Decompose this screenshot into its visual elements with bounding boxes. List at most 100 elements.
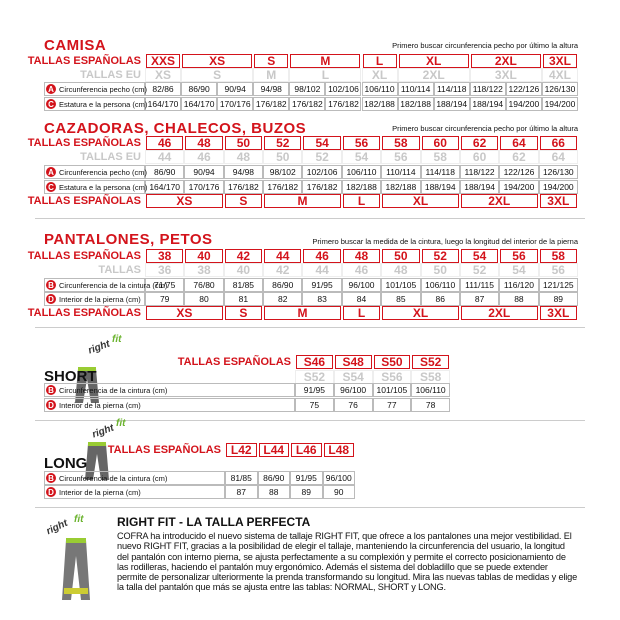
size-cell: 52 [264,136,302,150]
table-cell: 170/176 [217,97,254,111]
size-cell: M [290,54,361,68]
table-cell: 126/130 [538,165,578,179]
size-cell: 60 [459,150,500,164]
size-cell: 62 [499,150,539,164]
table-cell: 91/95 [302,278,342,292]
size-cell: 42 [263,263,303,277]
table-cell: 110/114 [397,82,434,96]
row-label: Estatura e la persona (cm) [59,183,148,192]
size-cell: 56 [381,150,421,164]
row-label: TALLAS ESPAÑOLAS [27,55,141,67]
size-cell: S58 [411,370,450,384]
size-cell: 4XL [541,68,578,82]
row-label: TALLAS ESPAÑOLAS [27,195,141,207]
row-label-box [44,165,145,179]
size-cell: XL [398,54,469,68]
logo-text: right [86,338,112,357]
table-cell: 126/130 [541,82,578,96]
table-cell: 110/114 [381,165,421,179]
row-marker: A [46,167,56,177]
table-cell: 76/80 [184,278,224,292]
rightfit-title: RIGHT FIT - LA TALLA PERFECTA [117,515,311,529]
table-cell: 86/90 [145,165,185,179]
size-cell: 3XL [539,306,577,320]
size-cell: S [254,54,289,68]
row-label-box [44,383,295,397]
table-cell: 194/200 [499,180,539,194]
row-label-box [44,278,145,292]
size-cell: 48 [185,136,223,150]
size-cell: M [253,68,290,82]
section-title: CAZADORAS, CHALECOS, BUZOS [44,120,307,137]
size-cell: 38 [146,249,184,263]
table-cell: 78 [411,398,450,412]
row-label: TALLAS EU [80,151,141,163]
size-cell: 44 [302,263,342,277]
size-cell: 58 [539,249,577,263]
table-cell: 90 [322,485,355,499]
size-cell: 2XL [470,54,541,68]
row-label: Interior de la pierna (cm) [59,488,141,497]
size-cell: 44 [264,249,302,263]
size-cell: L46 [291,443,322,457]
size-cell: 52 [302,150,342,164]
size-cell: 54 [341,150,382,164]
size-cell: 50 [382,249,420,263]
table-cell: 94/98 [253,82,290,96]
row-label: TALLAS ESPAÑOLAS [27,307,141,319]
size-cell: 52 [421,249,459,263]
row-label: Circunferencia de la cintura (cm) [59,281,168,290]
table-cell: 170/176 [184,180,224,194]
size-cell: 3XL [469,68,542,82]
size-cell: XL [382,306,459,320]
size-cell: S52 [412,355,449,369]
size-cell: 52 [459,263,500,277]
size-cell: S [224,194,263,208]
table-cell: 188/194 [420,180,460,194]
size-cell: XL [361,68,398,82]
table-cell: 84 [341,292,382,306]
table-cell: 111/115 [459,278,500,292]
size-cell: L [362,54,397,68]
section-note: Primero buscar circunferencia pecho por … [392,41,578,50]
size-cell: 48 [223,150,264,164]
table-cell: 118/122 [469,82,506,96]
table-cell: 81/85 [223,278,264,292]
table-cell: 106/110 [420,278,460,292]
table-cell: 83 [302,292,342,306]
table-cell: 89 [538,292,578,306]
separator [35,507,585,508]
table-cell: 176/182 [302,180,342,194]
row-marker: C [46,99,56,109]
table-cell: 182/188 [381,180,421,194]
row-marker: B [46,473,56,483]
size-cell: 48 [381,263,421,277]
row-marker: C [46,182,56,192]
table-cell: 182/188 [361,97,398,111]
table-cell: 98/102 [289,82,326,96]
size-cell: 48 [342,249,381,263]
row-label: Circunferencia pecho (cm) [59,168,147,177]
table-cell: 86/90 [263,278,303,292]
size-cell: S46 [296,355,333,369]
table-cell: 116/120 [499,278,539,292]
table-cell: 188/194 [459,180,500,194]
size-cell: 50 [420,263,460,277]
size-cell: M [264,306,341,320]
row-label: Circunferencia de la cintura (cm) [59,386,168,395]
table-cell: 106/110 [411,383,450,397]
table-cell: 98/102 [263,165,303,179]
section-note: Primero buscar la medida de la cintura, … [312,237,578,246]
table-cell: 118/122 [459,165,500,179]
size-cell: 3XL [542,54,577,68]
table-cell: 81 [223,292,264,306]
table-cell: 86/90 [181,82,218,96]
size-cell: L [289,68,362,82]
table-cell: 89 [290,485,323,499]
size-cell: L [342,306,381,320]
size-cell: 54 [303,136,341,150]
size-cell: 56 [538,263,578,277]
size-cell: L [342,194,381,208]
size-cell: 50 [263,150,303,164]
size-cell: 50 [224,136,263,150]
